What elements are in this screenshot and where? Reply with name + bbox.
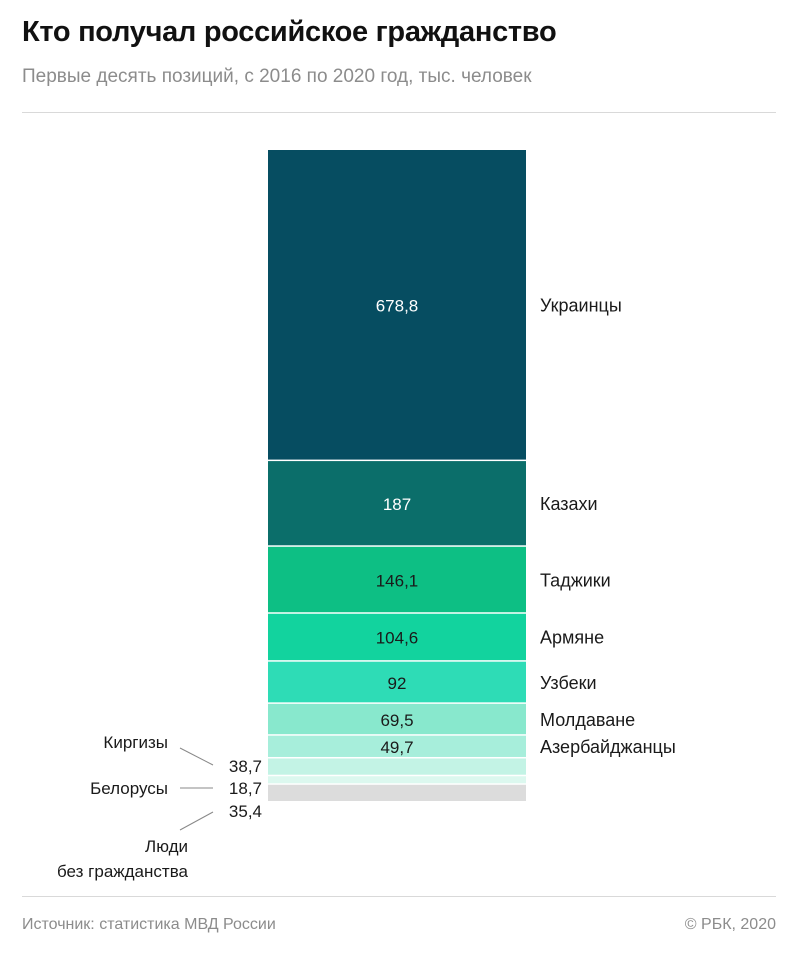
- bottom-divider: [22, 896, 776, 897]
- category-label-10-line2: без гражданства: [57, 862, 189, 881]
- bar-segment-4: [268, 613, 526, 661]
- category-label-1: Украинцы: [540, 296, 622, 316]
- bar-segment-3: [268, 546, 526, 613]
- bar-segment-5: [268, 661, 526, 703]
- bar-segment-10: [268, 784, 526, 801]
- chart-title: Кто получал российское гражданство: [22, 16, 557, 48]
- bar-segment-2: [268, 461, 526, 546]
- category-label-8: Киргизы: [103, 733, 168, 752]
- category-label-10: Люди: [145, 837, 188, 856]
- category-label-4: Армяне: [540, 628, 604, 648]
- value-label-7: 49,7: [380, 738, 413, 757]
- value-label-2: 187: [383, 495, 411, 514]
- value-label-5: 92: [388, 674, 407, 693]
- stacked-bar-chart: 678,8 Украинцы 187 Казахи 146,1 Таджики 104,6 А…: [57, 150, 676, 881]
- bar-segment-1: [268, 150, 526, 460]
- category-label-9: Белорусы: [90, 779, 168, 798]
- bar-segment-6: [268, 703, 526, 735]
- value-label-8: 38,7: [229, 757, 262, 776]
- leader-line-8: [179, 747, 214, 766]
- chart-subtitle: Первые десять позиций, с 2016 по 2020 го…: [22, 66, 532, 87]
- leader-line-10: [179, 811, 214, 831]
- category-label-6: Молдаване: [540, 710, 635, 730]
- category-label-5: Узбеки: [540, 673, 597, 693]
- category-label-7: Азербайджанцы: [540, 737, 676, 757]
- value-label-4: 104,6: [376, 629, 419, 648]
- top-divider: [22, 112, 776, 113]
- category-label-3: Таджики: [540, 570, 611, 590]
- value-label-1: 678,8: [376, 297, 419, 316]
- category-label-2: Казахи: [540, 494, 598, 514]
- value-label-6: 69,5: [380, 711, 413, 730]
- value-label-3: 146,1: [376, 571, 419, 590]
- bar-segment-9: [268, 776, 526, 784]
- source-note: Источник: статистика МВД России: [22, 916, 276, 933]
- bar-segment-8: [268, 758, 526, 775]
- copyright-note: © РБК, 2020: [684, 916, 776, 933]
- value-label-10: 35,4: [229, 802, 262, 821]
- value-label-9: 18,7: [229, 779, 262, 798]
- bar-segment-7: [268, 735, 526, 757]
